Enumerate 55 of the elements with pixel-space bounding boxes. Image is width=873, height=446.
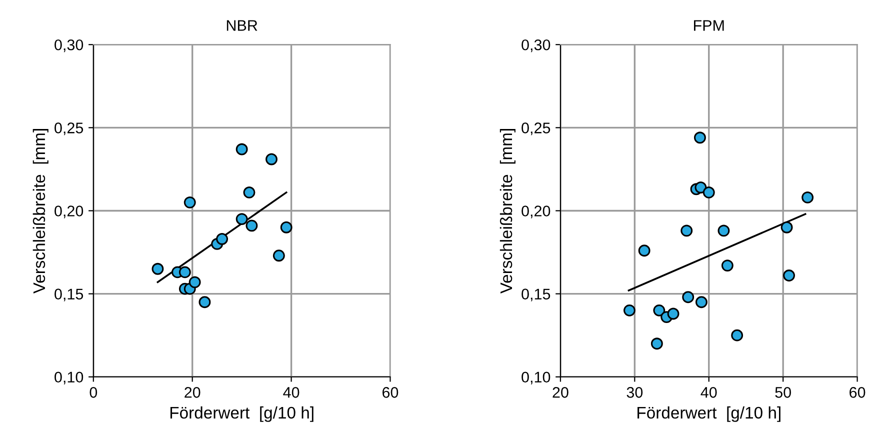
point [280, 221, 292, 234]
point [718, 224, 730, 237]
point [802, 191, 814, 204]
point [152, 262, 164, 275]
point [731, 329, 744, 342]
point [216, 233, 228, 245]
point [780, 221, 793, 234]
point [178, 266, 191, 278]
point [624, 304, 636, 316]
y-tick-label: 0,25 [522, 122, 550, 136]
y-tick-label: 0,10 [54, 372, 84, 384]
chart-title: FPM [694, 20, 724, 31]
point [650, 338, 663, 350]
point [243, 186, 256, 198]
y-tick-label: 0,20 [522, 206, 550, 218]
point [783, 270, 795, 282]
point [667, 308, 680, 320]
y-tick-label: 0,10 [522, 372, 550, 384]
point [272, 250, 285, 262]
x-tick-label: 50 [775, 386, 791, 398]
point [236, 213, 248, 226]
x-tick-label: 30 [626, 386, 643, 398]
y-tick-label: 0,30 [54, 39, 84, 52]
point [721, 260, 734, 272]
point [198, 296, 211, 308]
x-tick-label: 40 [700, 386, 717, 398]
point [188, 276, 201, 288]
y-axis-title: Verschleißbreite [mm] [32, 129, 48, 294]
point [653, 304, 666, 316]
point [236, 143, 248, 156]
y-tick-label: 0,20 [54, 206, 84, 218]
y-axis-title: Verschleißbreite [mm] [500, 129, 516, 294]
chart-title: NBR [226, 20, 258, 31]
y-tick-label: 0,15 [54, 288, 84, 302]
x-tick-label: 0 [90, 386, 98, 398]
x-axis-title: Förderwert [g/10 h] [170, 406, 314, 422]
point [184, 196, 196, 208]
x-axis-title: Förderwert [g/10 h] [638, 406, 780, 422]
x-tick-label: 20 [184, 386, 200, 398]
point [694, 132, 706, 144]
point [266, 153, 278, 166]
y-tick-label: 0,25 [54, 122, 84, 136]
point [702, 186, 715, 198]
point [682, 291, 694, 304]
point [695, 296, 708, 308]
point [246, 220, 258, 232]
point [638, 244, 650, 257]
point [680, 224, 693, 237]
x-tick-label: 60 [850, 386, 866, 398]
y-tick-label: 0,15 [522, 288, 550, 302]
y-tick-label: 0,30 [522, 39, 550, 52]
point [694, 182, 707, 194]
x-tick-label: 20 [552, 386, 568, 398]
x-tick-label: 40 [283, 386, 300, 398]
x-tick-label: 60 [382, 386, 398, 398]
